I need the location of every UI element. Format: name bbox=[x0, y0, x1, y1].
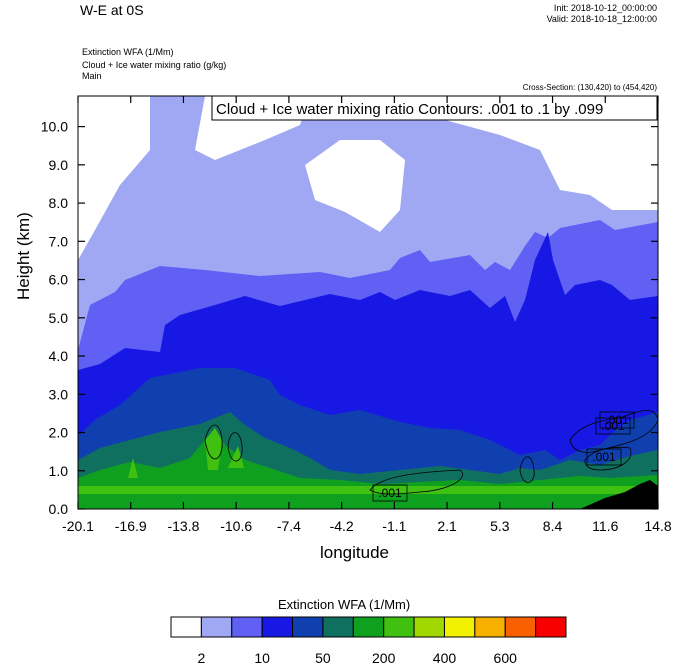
contour-value-labels: .001.001.001.001 bbox=[372, 411, 635, 502]
y-tick-label: 3.0 bbox=[49, 386, 69, 402]
x-tick-label: -20.1 bbox=[62, 518, 94, 534]
colorbar-swatch bbox=[200, 616, 233, 638]
colorbar-label: 400 bbox=[433, 650, 457, 666]
colorbar-label: 2 bbox=[197, 650, 205, 666]
colorbar-swatch bbox=[231, 616, 263, 638]
x-tick-label: 5.3 bbox=[490, 518, 510, 534]
colorbar-swatch bbox=[535, 616, 567, 638]
init-time: Init: 2018-10-12_00:00:00 bbox=[553, 3, 657, 13]
x-tick-label: 14.8 bbox=[644, 518, 671, 534]
x-tick-label: 2.1 bbox=[437, 518, 457, 534]
colorbar-swatch bbox=[261, 616, 294, 638]
contour-info-text: Cloud + Ice water mixing ratio Contours:… bbox=[216, 101, 603, 118]
colorbar-label: 200 bbox=[372, 650, 396, 666]
y-tick-label: 8.0 bbox=[49, 195, 69, 211]
colorbar-swatch bbox=[443, 616, 476, 638]
y-axis: 0.0 1.0 2.0 3.0 4.0 5.0 6.0 7.0 8.0 9.0 10.0 bbox=[41, 119, 658, 517]
colorbar-swatch bbox=[352, 616, 385, 638]
x-axis-label: longitude bbox=[320, 543, 390, 562]
contour-label-box bbox=[586, 448, 622, 466]
extinction-field bbox=[78, 96, 658, 509]
y-tick-label: 5.0 bbox=[49, 310, 69, 326]
clear-region-mid bbox=[305, 140, 405, 232]
valid-time: Valid: 2018-10-18_12:00:00 bbox=[546, 14, 657, 24]
x-tick-label: 11.6 bbox=[592, 518, 618, 534]
x-tick-label: -7.4 bbox=[277, 518, 301, 534]
contour-line bbox=[227, 432, 243, 462]
colorbar-swatch bbox=[504, 616, 537, 638]
y-tick-label: 7.0 bbox=[49, 233, 69, 249]
x-tick-label: 8.4 bbox=[543, 518, 563, 534]
y-tick-label: 0.0 bbox=[49, 501, 69, 517]
convective-cell-c bbox=[128, 458, 138, 478]
x-tick-label: -4.2 bbox=[330, 518, 354, 534]
contour-line bbox=[204, 424, 223, 460]
y-tick-label: 4.0 bbox=[49, 348, 69, 364]
convective-cell-b bbox=[228, 446, 244, 468]
colorbar-swatch bbox=[474, 616, 506, 638]
contour-info-box-frame bbox=[211, 95, 658, 121]
x-axis: -20.1 -16.9 -13.8 -10.6 -7.4 -4.2 -1.1 2.1 5.3 8.… bbox=[62, 96, 672, 534]
clear-region-upper-left bbox=[78, 96, 150, 260]
colorbar-label: 50 bbox=[315, 650, 331, 666]
y-axis-label: Height (km) bbox=[14, 212, 33, 300]
terrain bbox=[580, 480, 658, 509]
field-label-domain: Main bbox=[82, 71, 102, 81]
contour-value-label: .001 bbox=[605, 413, 629, 427]
contour-line bbox=[369, 469, 463, 495]
contour-info-box: Cloud + Ice water mixing ratio Contours:… bbox=[211, 95, 658, 121]
colorbar-swatch bbox=[292, 616, 324, 638]
colorbar: 2 10 50 200 400 600 bbox=[170, 616, 567, 666]
field-label-extinction: Extinction WFA (1/Mm) bbox=[82, 47, 174, 57]
contour-label-box bbox=[595, 417, 631, 435]
contour-label-box bbox=[372, 484, 408, 502]
plot-title: W-E at 0S bbox=[80, 2, 144, 18]
y-tick-label: 1.0 bbox=[49, 463, 69, 479]
cross-section-label: Cross-Section: (130,420) to (454,420) bbox=[522, 83, 657, 92]
colorbar-swatch bbox=[383, 616, 415, 638]
field-label-mixing-ratio: Cloud + Ice water mixing ratio (g/kg) bbox=[82, 60, 227, 70]
contour-value-label: .001 bbox=[378, 486, 402, 500]
convective-cell-a bbox=[205, 428, 222, 470]
contour-label-box bbox=[599, 411, 635, 429]
colorbar-swatch bbox=[413, 616, 445, 638]
colorbar-label: 600 bbox=[494, 650, 518, 666]
colorbar-swatch bbox=[322, 616, 354, 638]
y-tick-label: 9.0 bbox=[49, 157, 69, 173]
contour-line bbox=[519, 456, 535, 483]
x-tick-label: -1.1 bbox=[382, 518, 406, 534]
colorbar-swatch bbox=[170, 616, 202, 638]
y-tick-label: 2.0 bbox=[49, 425, 69, 441]
contour-value-label: .001 bbox=[592, 450, 616, 464]
y-tick-label: 10.0 bbox=[41, 119, 68, 135]
colorbar-title: Extinction WFA (1/Mm) bbox=[278, 597, 411, 612]
y-tick-label: 6.0 bbox=[49, 272, 69, 288]
x-tick-label: -13.8 bbox=[167, 518, 199, 534]
surface-band bbox=[78, 486, 658, 494]
contour-value-label: .001 bbox=[601, 419, 625, 433]
clear-region-top-right bbox=[430, 96, 658, 210]
x-tick-label: -10.6 bbox=[220, 518, 252, 534]
colorbar-label: 10 bbox=[254, 650, 270, 666]
x-tick-label: -16.9 bbox=[115, 518, 147, 534]
